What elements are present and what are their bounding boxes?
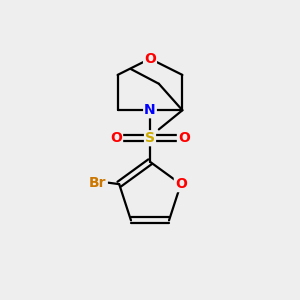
Text: N: N [144,103,156,117]
Text: O: O [178,131,190,145]
Text: Br: Br [89,176,107,190]
Text: O: O [110,131,122,145]
Text: S: S [145,131,155,145]
Text: O: O [144,52,156,66]
Text: O: O [175,177,187,191]
